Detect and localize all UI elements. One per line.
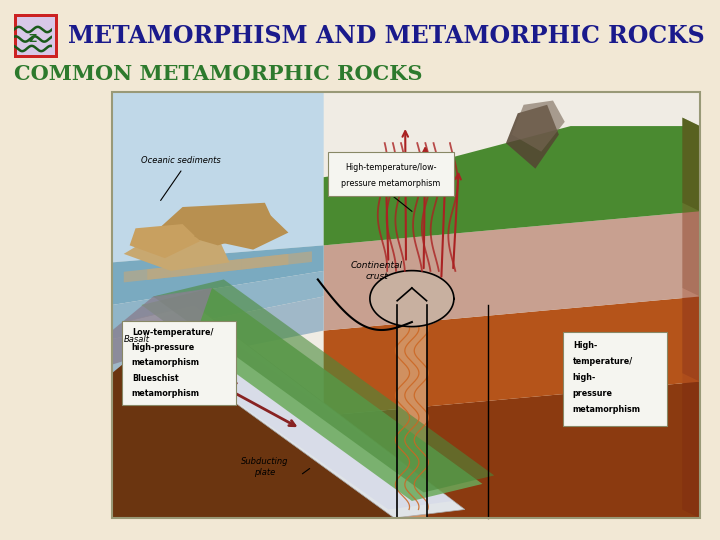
Polygon shape [683,288,700,382]
Polygon shape [112,245,324,305]
Polygon shape [130,224,200,258]
Polygon shape [218,256,265,272]
Text: COMMON METAMORPHIC ROCKS: COMMON METAMORPHIC ROCKS [14,64,423,84]
Polygon shape [112,296,324,373]
Text: Subducting
plate: Subducting plate [241,457,289,477]
Polygon shape [324,382,700,518]
Polygon shape [194,259,241,275]
Text: METAMORPHISM AND METAMORPHIC ROCKS: METAMORPHISM AND METAMORPHIC ROCKS [68,24,705,48]
Polygon shape [112,92,700,518]
Polygon shape [241,254,289,269]
Text: metamorphism: metamorphism [132,359,199,368]
Text: Blueschist: Blueschist [132,374,179,383]
Text: Oceanic sediments: Oceanic sediments [141,156,221,165]
Polygon shape [112,271,324,339]
Polygon shape [141,288,482,501]
Polygon shape [124,305,465,518]
Polygon shape [683,373,700,518]
Text: high-: high- [573,373,596,382]
Text: Continental
crust: Continental crust [351,261,402,281]
Polygon shape [171,261,218,278]
Polygon shape [153,279,494,492]
Text: Z: Z [29,34,37,44]
FancyBboxPatch shape [328,152,454,196]
Text: Low-temperature/: Low-temperature/ [132,328,213,337]
Polygon shape [506,105,559,168]
Polygon shape [370,271,454,327]
Polygon shape [324,296,700,416]
Polygon shape [124,267,171,282]
Polygon shape [124,233,230,271]
Polygon shape [112,305,395,518]
Text: temperature/: temperature/ [573,357,633,366]
Text: pressure metamorphism: pressure metamorphism [341,179,440,187]
Polygon shape [324,211,700,330]
Polygon shape [324,126,700,245]
FancyBboxPatch shape [122,321,235,405]
FancyBboxPatch shape [563,332,667,426]
Polygon shape [683,202,700,296]
Polygon shape [683,118,700,518]
Text: High-temperature/low-: High-temperature/low- [345,163,436,172]
Polygon shape [512,100,564,152]
Polygon shape [159,202,276,245]
FancyBboxPatch shape [14,14,58,58]
Text: Basalt: Basalt [124,335,150,343]
Polygon shape [265,251,312,267]
Polygon shape [148,264,194,280]
Polygon shape [194,215,289,249]
Text: pressure: pressure [573,389,613,398]
Text: High-: High- [573,341,597,349]
FancyBboxPatch shape [17,17,55,55]
Polygon shape [130,309,453,509]
Text: high-pressure: high-pressure [132,343,195,352]
Text: metamorphism: metamorphism [132,389,199,398]
Polygon shape [683,118,700,211]
Polygon shape [112,288,212,364]
Polygon shape [112,92,324,262]
Text: metamorphism: metamorphism [573,406,641,414]
Polygon shape [397,296,426,518]
